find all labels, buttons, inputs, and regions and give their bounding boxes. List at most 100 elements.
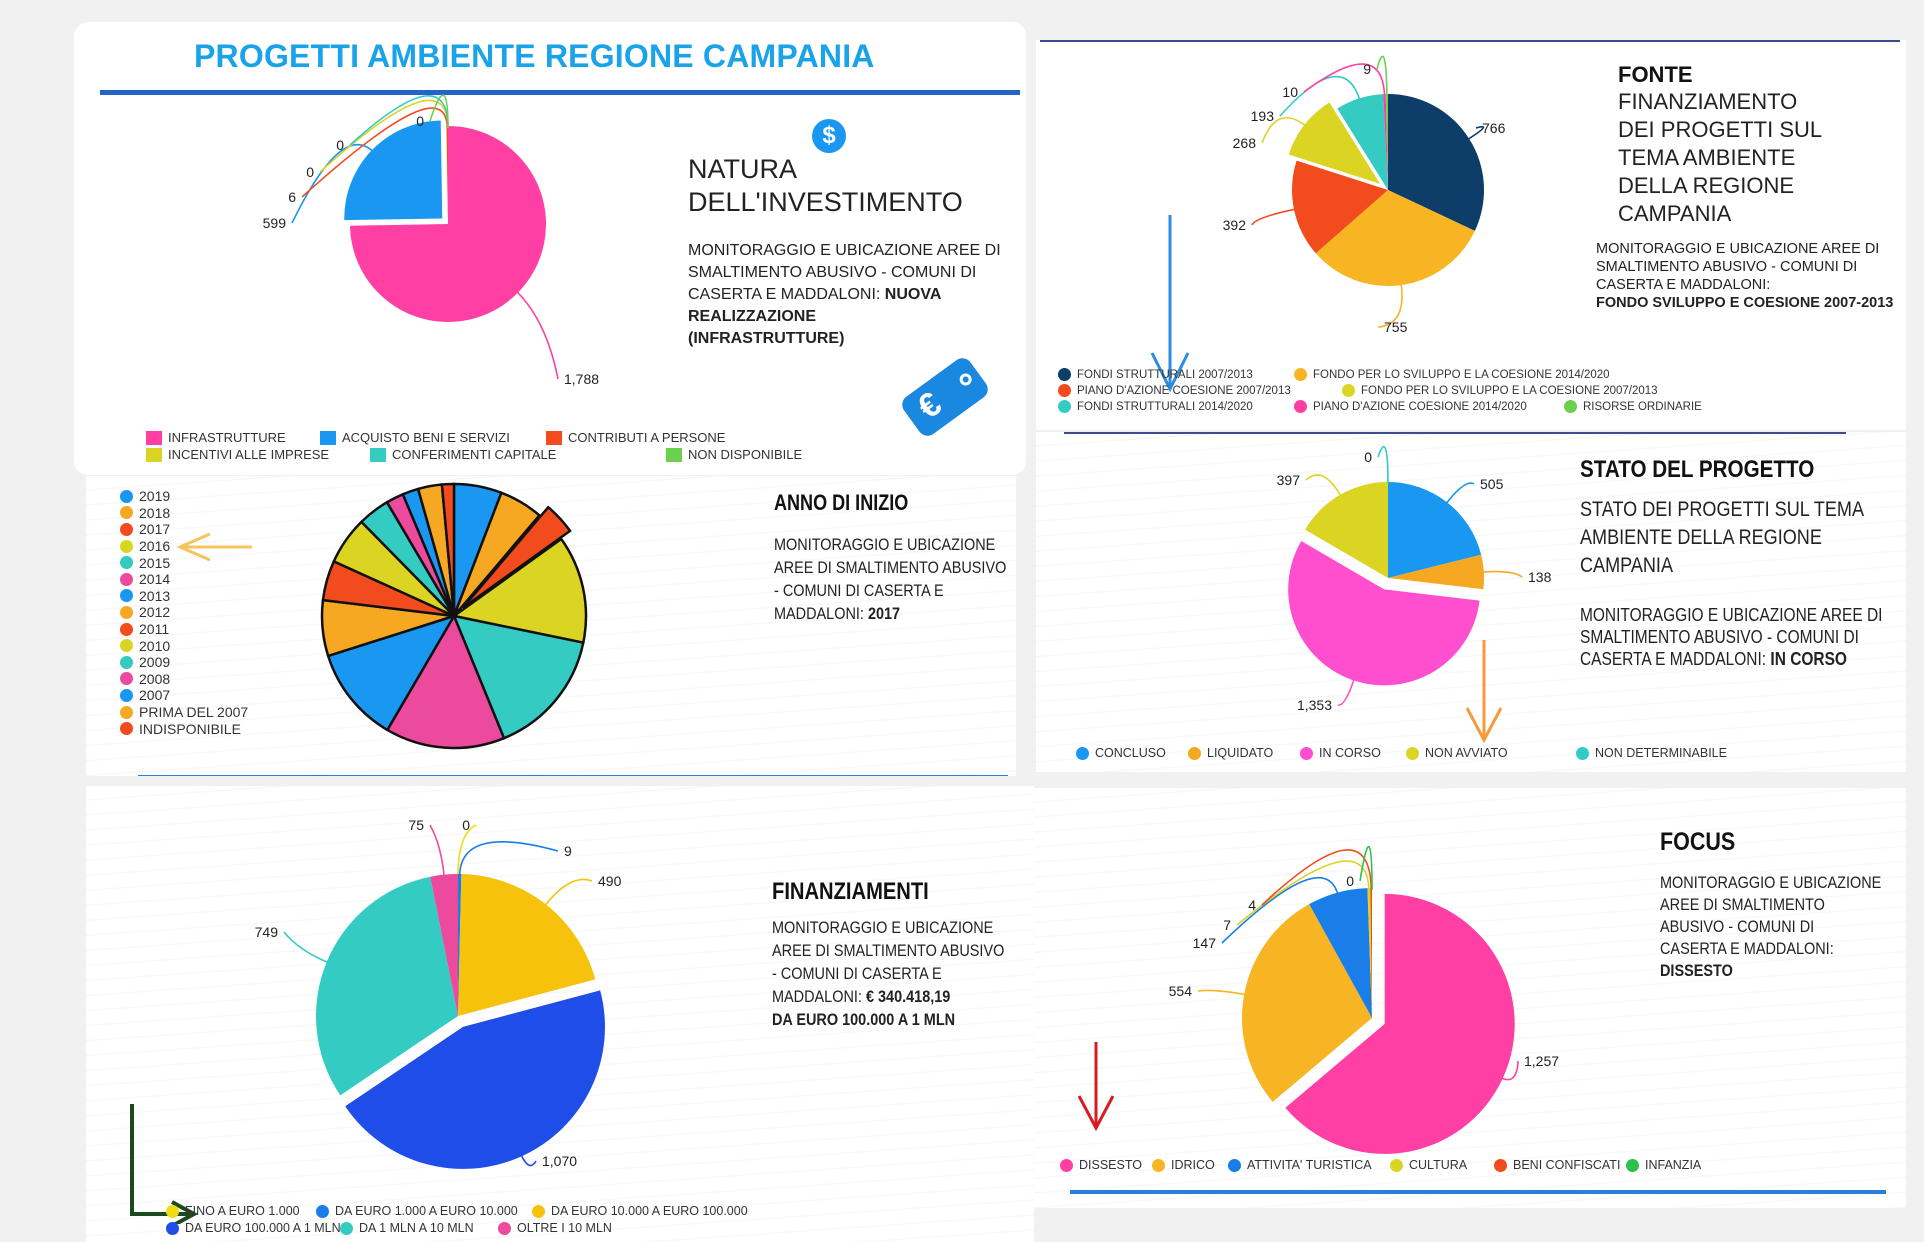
legend-item: DA EURO 100.000 A 1 MLN bbox=[166, 1221, 341, 1235]
legend-label: 2015 bbox=[139, 554, 171, 571]
pie-slice bbox=[1388, 482, 1482, 578]
legend-swatch bbox=[316, 1204, 329, 1218]
legend-swatch bbox=[1294, 400, 1307, 413]
data-label: 1,070 bbox=[542, 1153, 577, 1169]
legend-swatch bbox=[120, 489, 133, 503]
legend-swatch bbox=[120, 705, 133, 719]
legend-item: CONTRIBUTI A PERSONE bbox=[546, 430, 725, 445]
pie-slice bbox=[1388, 94, 1484, 231]
data-label: 1,257 bbox=[1524, 1053, 1559, 1069]
legend-swatch bbox=[120, 655, 133, 669]
legend-swatch bbox=[120, 506, 133, 520]
pie-slice bbox=[446, 126, 448, 224]
data-label: 755 bbox=[1384, 319, 1408, 335]
chart-description-stato: MONITORAGGIO E UBICAZIONE AREE DI SMALTI… bbox=[1580, 605, 1883, 669]
pie-slice bbox=[1367, 888, 1372, 1018]
leader-line bbox=[291, 143, 374, 224]
chart-heading-finanziamenti: FINANZIAMENTI bbox=[772, 878, 929, 905]
data-label: 7 bbox=[1223, 917, 1231, 933]
data-label: 75 bbox=[408, 817, 424, 833]
legend-item: ATTIVITA' TURISTICA bbox=[1228, 1158, 1372, 1172]
legend-item: 2016 bbox=[120, 538, 290, 555]
pie-slice bbox=[1288, 540, 1480, 686]
legend-label: PRIMA DEL 2007 bbox=[139, 704, 249, 721]
legend-item: 2017 bbox=[120, 521, 290, 538]
legend-label: 2018 bbox=[139, 504, 171, 521]
pie-slice bbox=[458, 874, 462, 1016]
section-divider bbox=[138, 775, 1008, 776]
legend-item: 2009 bbox=[120, 654, 290, 671]
arrow-svg bbox=[1077, 1042, 1115, 1132]
legend-swatch bbox=[120, 539, 133, 553]
leader-line bbox=[515, 290, 559, 380]
data-label: 1,353 bbox=[1297, 697, 1332, 713]
pie-slice bbox=[450, 537, 588, 645]
legend-swatch bbox=[1228, 1158, 1241, 1172]
arrow-down-icon bbox=[1462, 640, 1506, 744]
chart-heading-stato: STATO DEL PROGETTO bbox=[1580, 456, 1815, 483]
data-label: 1,788 bbox=[564, 371, 599, 387]
legend-swatch bbox=[1076, 746, 1089, 760]
leader-line bbox=[1261, 117, 1307, 144]
data-label: 749 bbox=[255, 924, 279, 940]
legend-item: 2015 bbox=[120, 554, 290, 571]
legend-item: IN CORSO bbox=[1300, 746, 1381, 760]
legend-label: 2014 bbox=[139, 571, 171, 588]
arrow-svg bbox=[176, 532, 252, 562]
leader-line bbox=[1197, 989, 1247, 996]
legend-swatch bbox=[1188, 746, 1201, 760]
chart-heading-fonte: FONTE bbox=[1618, 62, 1693, 87]
tag-hole bbox=[957, 371, 975, 388]
pie-slice bbox=[1383, 94, 1388, 190]
leader-line bbox=[1337, 678, 1356, 706]
legend-swatch bbox=[1342, 384, 1355, 397]
leader-line bbox=[1377, 282, 1403, 328]
pie-slice bbox=[1288, 102, 1381, 184]
legend-swatch bbox=[166, 1221, 179, 1235]
legend-swatch bbox=[120, 522, 133, 536]
data-label: 147 bbox=[1193, 935, 1217, 951]
legend-stato: CONCLUSO LIQUIDATO IN CORSO NON AVVIATO … bbox=[1076, 746, 1876, 766]
chart-heading-natura-1: NATURA bbox=[688, 154, 798, 184]
legend-swatch bbox=[1058, 368, 1071, 381]
legend-swatch bbox=[1406, 746, 1419, 760]
data-label: 0 bbox=[1364, 449, 1372, 465]
legend-label: 2009 bbox=[139, 654, 171, 671]
chart-heading-focus: FOCUS bbox=[1660, 828, 1736, 856]
legend-swatch bbox=[120, 589, 133, 603]
legend-item: 2014 bbox=[120, 571, 290, 588]
data-label: 268 bbox=[1233, 135, 1257, 151]
legend-swatch bbox=[1294, 368, 1307, 381]
leader-line bbox=[1305, 474, 1342, 497]
pie-slice bbox=[1309, 888, 1372, 1018]
leader-line bbox=[1251, 208, 1297, 226]
legend-item: DA EURO 1.000 A EURO 10.000 bbox=[316, 1204, 518, 1218]
panel-anno: 2019 2018 2017 2016 2015 2014 2013 2012 2011 2010… bbox=[86, 476, 1016, 776]
legend-finanziamenti: FINO A EURO 1.000 DA EURO 1.000 A EURO 1… bbox=[166, 1204, 886, 1240]
arrow-down-icon bbox=[1074, 1042, 1118, 1132]
legend-item: ACQUISTO BENI E SERVIZI bbox=[320, 430, 510, 445]
panel-fonte: 766 755 392 268 193 10 9 FONTE FINANZIAMENTO D… bbox=[1036, 40, 1906, 430]
legend-item: CONFERIMENTI CAPITALE bbox=[370, 447, 556, 462]
legend-label: 2016 bbox=[139, 538, 171, 555]
legend-item: NON DETERMINABILE bbox=[1576, 746, 1727, 760]
panel-finanziamenti: 0 9 490 1,070 749 75 FINANZIAMENTI MONITORAGG… bbox=[86, 786, 1034, 1242]
legend-label: 2013 bbox=[139, 587, 171, 604]
leader-line bbox=[1236, 860, 1370, 926]
legend-fonte: FONDI STRUTTURALI 2007/2013 FONDO PER LO… bbox=[1058, 368, 1758, 418]
leader-line bbox=[429, 824, 446, 877]
legend-swatch bbox=[1152, 1158, 1165, 1172]
leader-line bbox=[457, 824, 477, 877]
data-label: 9 bbox=[1363, 61, 1371, 77]
legend-item: DISSESTO bbox=[1060, 1158, 1142, 1172]
legend-items: 2019 2018 2017 2016 2015 2014 2013 2012 2011 2010… bbox=[120, 488, 290, 737]
chart-description-natura: MONITORAGGIO E UBICAZIONE AREE DI SMALTI… bbox=[688, 242, 1001, 347]
legend-item: FONDI STRUTTURALI 2007/2013 bbox=[1058, 368, 1253, 381]
legend-item: 2019 bbox=[120, 488, 290, 505]
legend-item: IDRICO bbox=[1152, 1158, 1215, 1172]
pie-slice bbox=[316, 876, 458, 1096]
legend-swatch bbox=[120, 688, 133, 702]
legend-item: BENI CONFISCATI bbox=[1494, 1158, 1620, 1172]
legend-item: INFANZIA bbox=[1626, 1158, 1701, 1172]
page-title: PROGETTI AMBIENTE REGIONE CAMPANIA bbox=[194, 38, 875, 74]
